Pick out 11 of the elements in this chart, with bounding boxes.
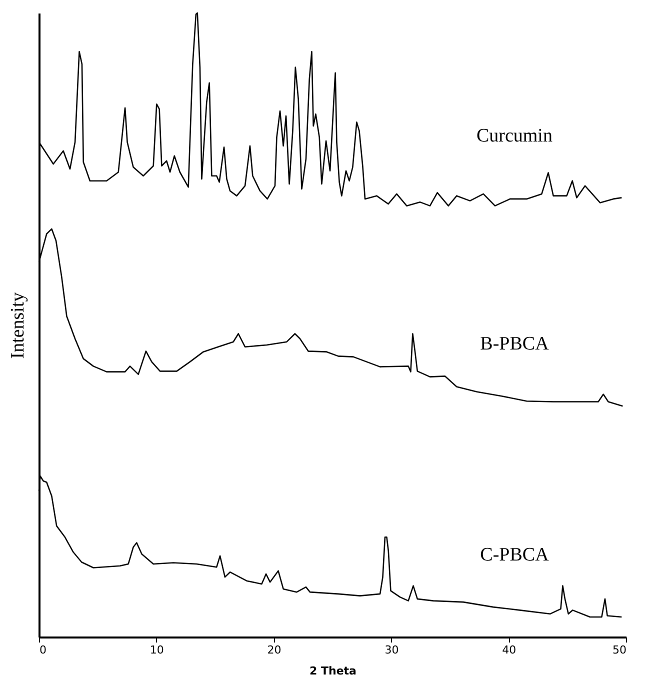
x-axis-title: 2 Theta bbox=[310, 664, 356, 678]
series-label: C-PBCA bbox=[480, 544, 550, 566]
x-tick-label: 0 bbox=[40, 644, 46, 656]
x-tick-label: 30 bbox=[384, 644, 399, 656]
x-tick-label: 10 bbox=[150, 644, 164, 656]
x-tick-label: 20 bbox=[267, 644, 282, 656]
x-tick-label: 40 bbox=[502, 644, 516, 656]
x-tick-label: 50 bbox=[612, 644, 626, 656]
series-label: B-PBCA bbox=[480, 334, 550, 355]
series-label: Curcumin bbox=[476, 125, 553, 146]
y-axis-title: Intensity bbox=[8, 292, 28, 359]
